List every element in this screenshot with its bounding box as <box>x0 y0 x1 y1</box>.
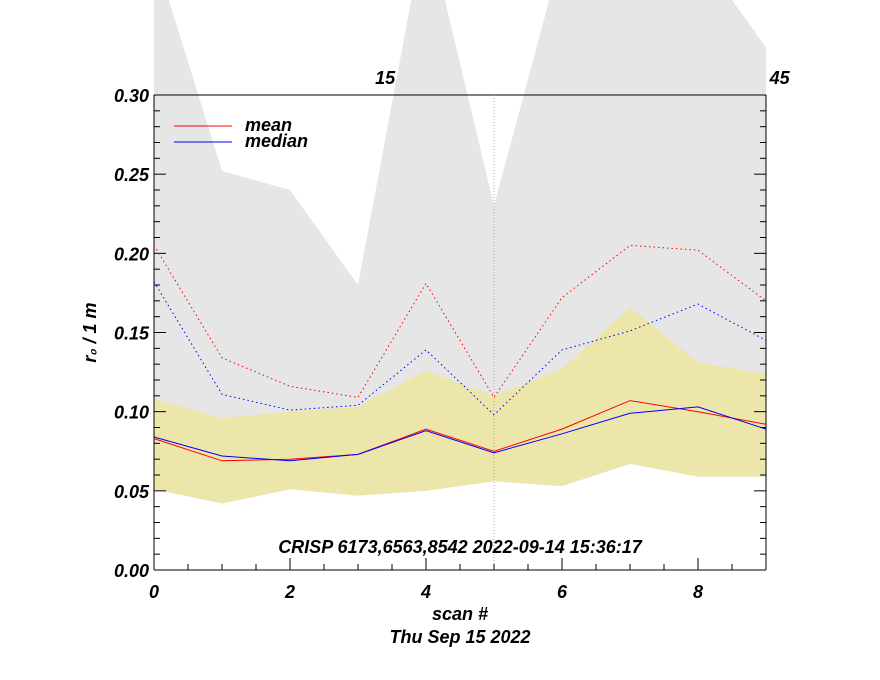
y-axis-title: r₀ / 1 m <box>80 302 100 362</box>
x-tick-label: 0 <box>149 582 159 602</box>
y-tick-label: 0.25 <box>114 165 150 185</box>
series-line-median <box>153 406 767 462</box>
y-tick-label: 0.00 <box>114 561 149 581</box>
y-tick-label: 0.20 <box>114 244 149 264</box>
series-layer <box>153 244 767 462</box>
std-band <box>154 307 766 504</box>
labels-layer: 0.00 0.05 0.10 0.15 0.20 0.25 0.30 0 2 4 6 8 15 45 sca… <box>80 68 791 647</box>
bands-layer <box>154 0 766 504</box>
axes-layer <box>153 94 767 571</box>
series-line-mean <box>153 400 767 462</box>
series-line-mean-max <box>153 244 767 399</box>
legend-label-mean: mean <box>245 115 292 135</box>
legend-label-median: median <box>245 131 308 151</box>
y-tick-label: 0.15 <box>114 324 150 344</box>
y-tick-label: 0.10 <box>114 403 149 423</box>
y-tick-label: 0.05 <box>114 482 150 502</box>
top-axis-tick-label: 15 <box>375 68 396 88</box>
x-tick-label: 4 <box>420 582 431 602</box>
date-label: Thu Sep 15 2022 <box>389 627 530 647</box>
x-tick-label: 2 <box>284 582 295 602</box>
x-tick-label: 6 <box>557 582 568 602</box>
annotation-text: CRISP 6173,6563,8542 2022-09-14 15:36:17 <box>278 537 643 557</box>
top-axis-tick-label: 45 <box>769 68 791 88</box>
y-tick-label: 0.30 <box>114 86 149 106</box>
x-tick-label: 8 <box>693 582 703 602</box>
x-axis-title: scan # <box>432 604 488 624</box>
